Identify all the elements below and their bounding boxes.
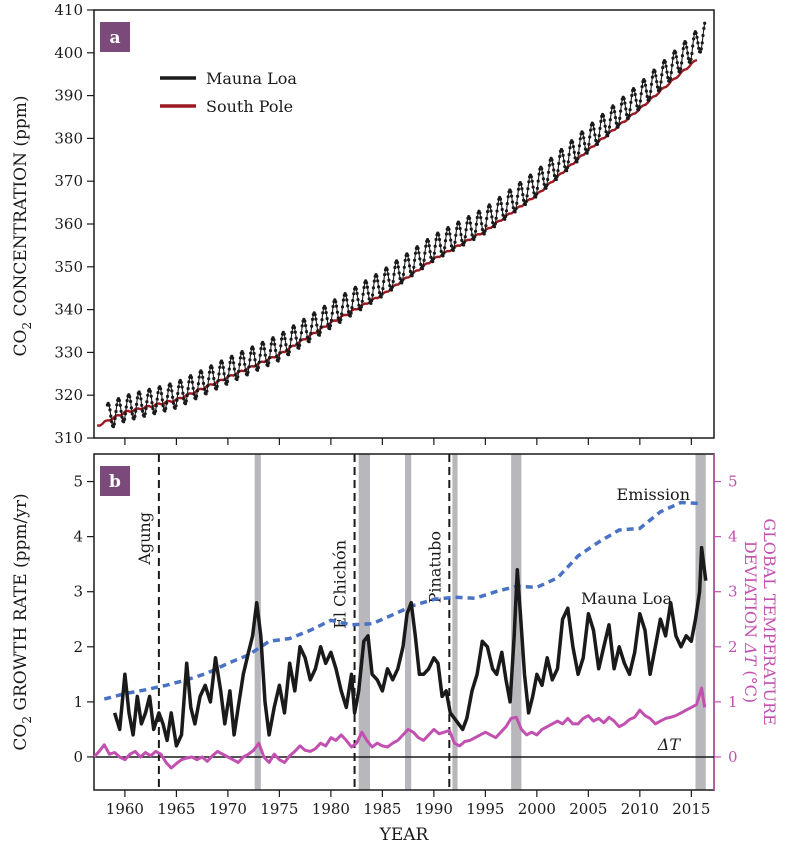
series-mauna-loa-growth — [112, 545, 708, 748]
x-tick-label: 1980 — [312, 800, 350, 818]
y-tick-label-a: 340 — [54, 301, 83, 319]
volcano-label: Pinatubo — [425, 531, 444, 603]
y-tick-label-b: 4 — [73, 528, 83, 546]
y-tick-label-a: 360 — [54, 215, 83, 233]
y-tick-label-a: 400 — [54, 44, 83, 62]
y-tick-label-a: 330 — [54, 343, 83, 361]
legend-label-mauna-loa: Mauna Loa — [206, 69, 297, 88]
panel-b-frame — [93, 453, 715, 791]
y-tick-label-a: 390 — [54, 87, 83, 105]
el-nino-band — [695, 454, 706, 790]
panel-b: b 0 1 2 3 4 5 0 1 2 3 4 5 1960 1965 1970 1975 1980 1985 19… — [11, 453, 779, 845]
panel-b-right-ylabel: GLOBAL TEMPERATURE DEVIATION ΔT (°C) — [741, 518, 779, 725]
x-tick-label: 1995 — [466, 800, 504, 818]
panel-a-badge — [100, 22, 130, 52]
right-axis-label-line1: GLOBAL TEMPERATURE — [760, 518, 779, 725]
legend: Mauna Loa South Pole — [160, 69, 297, 116]
right-axis-label-line2: DEVIATION ΔT (°C) — [741, 541, 760, 703]
y-tick-label-b: 5 — [73, 473, 83, 491]
series-delta-t — [92, 686, 707, 770]
mauna-loa-points — [105, 21, 707, 429]
el-nino-band — [358, 454, 371, 790]
volcano-label: El Chichón — [331, 540, 350, 629]
annotation-emission: Emission — [617, 485, 690, 504]
x-tick-label: 2000 — [518, 800, 556, 818]
volcano-label: Agung — [135, 512, 154, 566]
x-tick-label: 1985 — [363, 800, 401, 818]
y-tick-label-a: 410 — [54, 1, 83, 19]
panel-a-ylabel: CO2 CONCENTRATION (ppm) — [11, 95, 34, 356]
volcano-markers: Agung El Chichón Pinatubo — [135, 454, 451, 790]
panel-a-ticks: 310 320 330 340 350 360 370 380 390 400 410 — [54, 1, 692, 447]
panel-b-ticks: 0 1 2 3 4 5 0 1 2 3 4 5 1960 1965 1970 1975 1980 1985 1990… — [73, 473, 737, 818]
x-tick-label: 2010 — [621, 800, 659, 818]
x-tick-label: 1960 — [106, 800, 144, 818]
y-tick-label-right: 4 — [728, 528, 738, 546]
series-emission — [103, 500, 702, 701]
panel-b-series — [92, 500, 708, 770]
y-tick-label-right: 2 — [728, 638, 738, 656]
panel-a: a 310 320 330 340 350 360 370 380 390 400 410 Maun… — [11, 1, 715, 447]
y-tick-label-a: 350 — [54, 258, 83, 276]
y-tick-label-a: 320 — [54, 386, 83, 404]
y-tick-label-right: 0 — [728, 748, 738, 766]
y-tick-label-right: 3 — [728, 583, 738, 601]
x-tick-label: 2005 — [569, 800, 607, 818]
y-tick-label-b: 3 — [73, 583, 83, 601]
panel-a-series — [97, 21, 707, 429]
x-axis-label: YEAR — [379, 825, 430, 845]
annotation-delta-t: ΔT — [657, 735, 682, 754]
panel-a-badge-label: a — [109, 28, 120, 48]
y-tick-label-a: 310 — [54, 429, 83, 447]
y-tick-label-right: 5 — [728, 473, 738, 491]
mauna-loa-point — [703, 21, 707, 25]
panel-b-ylabel: CO2 GROWTH RATE (ppm/yr) — [11, 493, 34, 750]
x-tick-label: 2015 — [672, 800, 710, 818]
legend-label-south-pole: South Pole — [206, 97, 293, 116]
series-mauna-loa — [106, 23, 706, 428]
panel-a-frame — [93, 9, 715, 439]
y-tick-label-a: 370 — [54, 172, 83, 190]
y-tick-label-b: 2 — [73, 638, 83, 656]
y-tick-label-b: 1 — [73, 693, 83, 711]
y-axis-label-b: CO2 GROWTH RATE (ppm/yr) — [11, 493, 34, 750]
panel-b-badge — [100, 466, 130, 496]
el-nino-band — [405, 454, 412, 790]
y-tick-label-a: 380 — [54, 129, 83, 147]
el-nino-band — [452, 454, 458, 790]
annotation-mauna-loa: Mauna Loa — [581, 589, 672, 608]
x-tick-label: 1990 — [415, 800, 453, 818]
x-tick-label: 1970 — [209, 800, 247, 818]
x-tick-label: 1965 — [157, 800, 195, 818]
x-tick-label: 1975 — [260, 800, 298, 818]
y-axis-label-a: CO2 CONCENTRATION (ppm) — [11, 95, 34, 356]
y-tick-label-right: 1 — [728, 693, 738, 711]
panel-b-badge-label: b — [109, 472, 121, 492]
y-tick-label-b: 0 — [73, 748, 83, 766]
series-south-pole — [97, 58, 698, 427]
